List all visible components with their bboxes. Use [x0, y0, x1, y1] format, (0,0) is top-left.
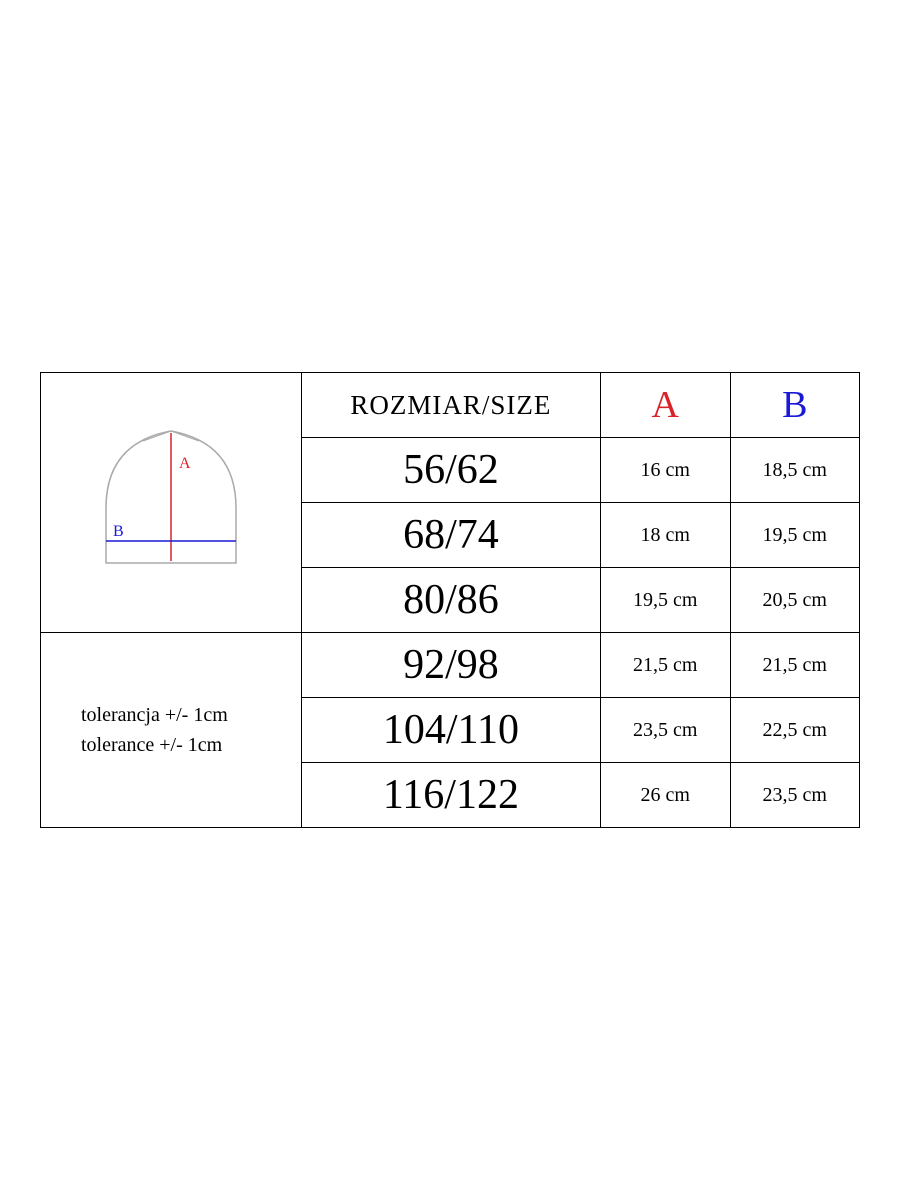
tolerance-line2: tolerance +/- 1cm	[81, 730, 300, 760]
header-col-a-text: A	[652, 384, 679, 426]
header-size: ROZMIAR/SIZE	[301, 373, 600, 438]
size-value: 116/122	[301, 763, 600, 828]
b-value: 22,5 cm	[730, 698, 860, 763]
hat-diagram: A B	[71, 413, 271, 593]
a-value: 16 cm	[601, 438, 730, 503]
diagram-label-a: A	[179, 455, 191, 472]
b-value: 18,5 cm	[730, 438, 860, 503]
diagram-label-b: B	[113, 523, 124, 540]
b-value: 20,5 cm	[730, 568, 860, 633]
tolerance-line1: tolerancja +/- 1cm	[81, 700, 300, 730]
size-value: 104/110	[301, 698, 600, 763]
header-col-b-text: B	[782, 384, 807, 426]
table-row: tolerancja +/- 1cm tolerance +/- 1cm 92/…	[41, 633, 860, 698]
size-value: 80/86	[301, 568, 600, 633]
a-value: 26 cm	[601, 763, 730, 828]
size-chart-table: A B ROZMIAR/SIZE A B 56/62 16 cm 18,5 cm…	[40, 372, 860, 828]
header-col-b: B	[730, 373, 860, 438]
a-value: 23,5 cm	[601, 698, 730, 763]
size-value: 68/74	[301, 503, 600, 568]
header-col-a: A	[601, 373, 730, 438]
b-value: 19,5 cm	[730, 503, 860, 568]
a-value: 19,5 cm	[601, 568, 730, 633]
size-value: 56/62	[301, 438, 600, 503]
b-value: 21,5 cm	[730, 633, 860, 698]
a-value: 18 cm	[601, 503, 730, 568]
b-value: 23,5 cm	[730, 763, 860, 828]
diagram-cell: A B	[41, 373, 302, 633]
tolerance-cell: tolerancja +/- 1cm tolerance +/- 1cm	[41, 633, 302, 828]
a-value: 21,5 cm	[601, 633, 730, 698]
size-value: 92/98	[301, 633, 600, 698]
